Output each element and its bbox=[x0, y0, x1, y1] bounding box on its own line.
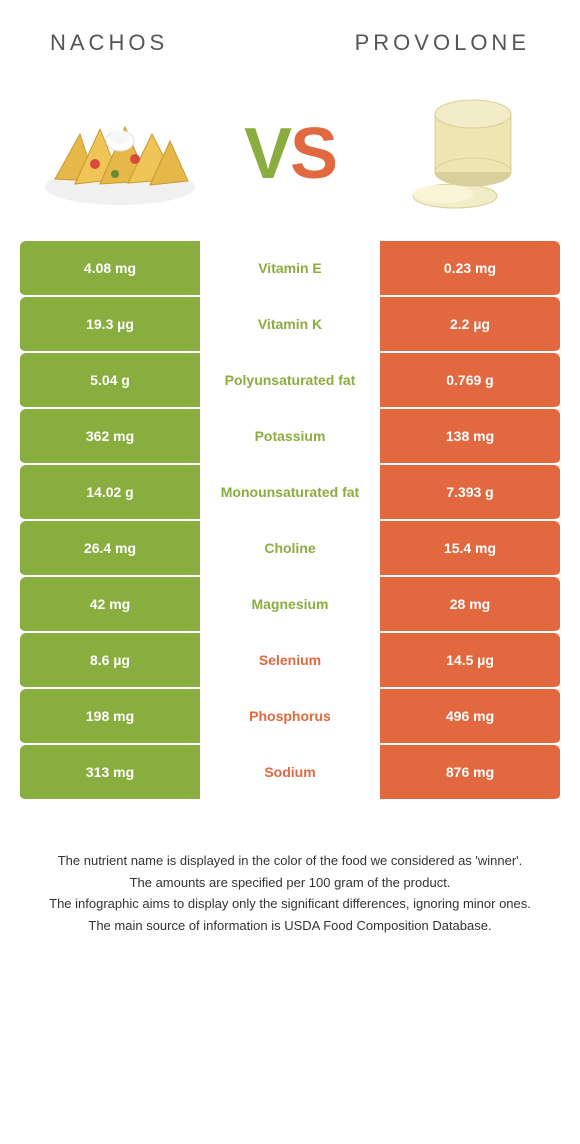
provolone-image bbox=[380, 96, 540, 211]
footer-notes: The nutrient name is displayed in the co… bbox=[20, 801, 560, 935]
right-value: 496 mg bbox=[380, 689, 560, 745]
table-row: 5.04 gPolyunsaturated fat0.769 g bbox=[20, 353, 560, 409]
nutrient-name: Potassium bbox=[200, 409, 380, 465]
food-left-title: Nachos bbox=[50, 30, 168, 56]
footer-line: The infographic aims to display only the… bbox=[40, 894, 540, 914]
food-right-title: Provolone bbox=[355, 30, 530, 56]
table-row: 4.08 mgVitamin E0.23 mg bbox=[20, 241, 560, 297]
left-value: 42 mg bbox=[20, 577, 200, 633]
header-row: Nachos Provolone bbox=[20, 20, 560, 86]
right-value: 876 mg bbox=[380, 745, 560, 801]
right-value: 15.4 mg bbox=[380, 521, 560, 577]
hero-row: VS bbox=[20, 86, 560, 241]
right-value: 2.2 µg bbox=[380, 297, 560, 353]
nutrient-name: Selenium bbox=[200, 633, 380, 689]
table-row: 26.4 mgCholine15.4 mg bbox=[20, 521, 560, 577]
nutrient-name: Sodium bbox=[200, 745, 380, 801]
table-row: 42 mgMagnesium28 mg bbox=[20, 577, 560, 633]
nutrient-name: Polyunsaturated fat bbox=[200, 353, 380, 409]
table-row: 14.02 gMonounsaturated fat7.393 g bbox=[20, 465, 560, 521]
nutrient-name: Choline bbox=[200, 521, 380, 577]
footer-line: The nutrient name is displayed in the co… bbox=[40, 851, 540, 871]
left-value: 362 mg bbox=[20, 409, 200, 465]
right-value: 28 mg bbox=[380, 577, 560, 633]
table-row: 313 mgSodium876 mg bbox=[20, 745, 560, 801]
nutrient-name: Monounsaturated fat bbox=[200, 465, 380, 521]
table-row: 19.3 µgVitamin K2.2 µg bbox=[20, 297, 560, 353]
left-value: 14.02 g bbox=[20, 465, 200, 521]
right-value: 7.393 g bbox=[380, 465, 560, 521]
footer-line: The main source of information is USDA F… bbox=[40, 916, 540, 936]
left-value: 19.3 µg bbox=[20, 297, 200, 353]
left-value: 4.08 mg bbox=[20, 241, 200, 297]
nutrient-name: Vitamin K bbox=[200, 297, 380, 353]
nutrient-name: Vitamin E bbox=[200, 241, 380, 297]
footer-line: The amounts are specified per 100 gram o… bbox=[40, 873, 540, 893]
vs-label: VS bbox=[244, 113, 336, 195]
nutrient-name: Phosphorus bbox=[200, 689, 380, 745]
table-row: 8.6 µgSelenium14.5 µg bbox=[20, 633, 560, 689]
right-value: 14.5 µg bbox=[380, 633, 560, 689]
table-row: 198 mgPhosphorus496 mg bbox=[20, 689, 560, 745]
table-row: 362 mgPotassium138 mg bbox=[20, 409, 560, 465]
left-value: 313 mg bbox=[20, 745, 200, 801]
nachos-image bbox=[40, 96, 200, 211]
right-value: 138 mg bbox=[380, 409, 560, 465]
left-value: 198 mg bbox=[20, 689, 200, 745]
left-value: 26.4 mg bbox=[20, 521, 200, 577]
left-value: 5.04 g bbox=[20, 353, 200, 409]
right-value: 0.769 g bbox=[380, 353, 560, 409]
right-value: 0.23 mg bbox=[380, 241, 560, 297]
comparison-table: 4.08 mgVitamin E0.23 mg19.3 µgVitamin K2… bbox=[20, 241, 560, 801]
nutrient-name: Magnesium bbox=[200, 577, 380, 633]
left-value: 8.6 µg bbox=[20, 633, 200, 689]
vs-s: S bbox=[290, 114, 336, 194]
vs-v: V bbox=[244, 114, 290, 194]
